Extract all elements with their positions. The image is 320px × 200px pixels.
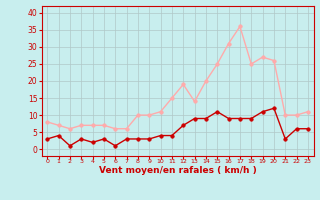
X-axis label: Vent moyen/en rafales ( km/h ): Vent moyen/en rafales ( km/h ) xyxy=(99,166,256,175)
